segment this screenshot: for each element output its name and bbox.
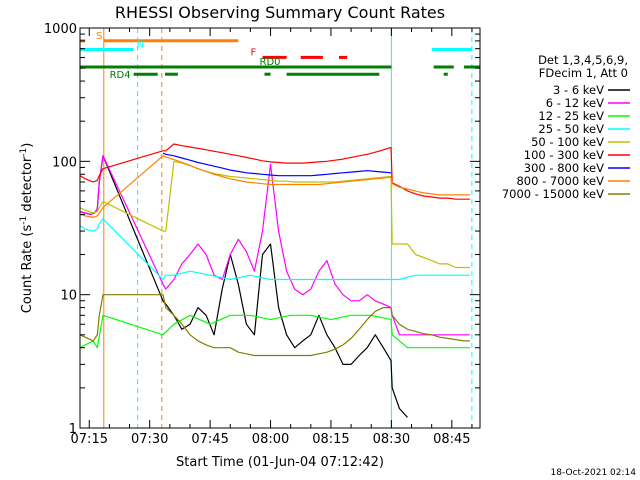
chart-title: RHESSI Observing Summary Count Rates [115, 3, 445, 22]
x-tick-label: 08:00 [252, 432, 289, 447]
legend-label-4: 25 - 50 keV [538, 122, 604, 136]
legend-label-5: 50 - 100 keV [531, 135, 604, 149]
series-line-3 [80, 314, 470, 349]
footer-date: 18-Oct-2021 02:14 [551, 468, 637, 478]
series-line-4 [80, 218, 470, 281]
y-tick-label: 1000 [44, 22, 77, 37]
flag-label-f: F [251, 47, 257, 58]
x-tick-label: 08:30 [373, 432, 410, 447]
series-line-8 [80, 155, 470, 218]
x-axis-label: Start Time (01-Jun-04 07:12:42) [176, 455, 384, 470]
legend-label-8: 800 - 7000 keV [516, 174, 604, 188]
x-tick-label: 08:15 [312, 432, 349, 447]
legend-header-line-1: Det 1,3,4,5,6,9, [538, 53, 628, 67]
y-tick-label: 1 [69, 422, 77, 437]
legend-label-7: 300 - 800 keV [524, 161, 604, 175]
legend-label-2: 6 - 12 keV [546, 96, 604, 110]
flag-label-s: S [96, 31, 102, 42]
legend: Det 1,3,4,5,6,9, FDecim 1, Att 0 3 - 6 k… [502, 53, 630, 201]
series-line-5 [80, 160, 470, 269]
flag-label-rd4: RD4 [110, 70, 131, 81]
series-line-6 [80, 143, 470, 200]
legend-label-3: 12 - 25 keV [538, 109, 604, 123]
legend-label-9: 7000 - 15000 keV [502, 187, 604, 201]
flag-label-rd0: RD0 [260, 57, 281, 68]
flag-label-n: N [137, 40, 144, 51]
plot-frame [79, 27, 481, 429]
legend-header-line-2: FDecim 1, Att 0 [539, 66, 628, 80]
x-tick-label: 08:45 [433, 432, 470, 447]
series-line-9 [80, 294, 470, 357]
legend-label-6: 100 - 300 keV [524, 148, 604, 162]
x-tick-label: 07:45 [191, 432, 228, 447]
series-line-2 [80, 155, 470, 336]
y-tick-label: 10 [60, 289, 77, 304]
series-line-7 [162, 152, 392, 177]
y-axis-label: Count Rate (s-1 detector-1) [19, 143, 35, 314]
x-tick-label: 07:15 [71, 432, 108, 447]
y-tick-label: 100 [52, 155, 77, 170]
x-tick-label: 07:30 [131, 432, 168, 447]
series-line-1 [80, 155, 408, 418]
legend-label-1: 3 - 6 keV [553, 83, 604, 97]
